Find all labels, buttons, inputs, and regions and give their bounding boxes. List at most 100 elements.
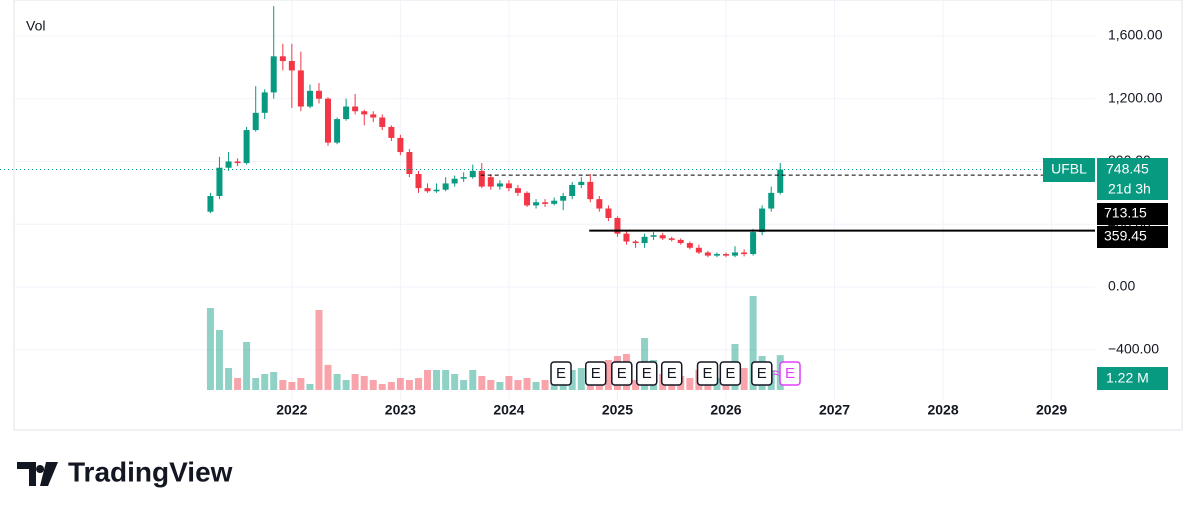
- candle-body: [632, 241, 639, 244]
- candle-body: [777, 169, 784, 193]
- volume-bar: [315, 310, 323, 390]
- volume-bar: [514, 380, 522, 390]
- volume-bar: [405, 380, 413, 390]
- candle-body: [750, 232, 757, 255]
- candle-body: [243, 130, 250, 164]
- candle-body: [533, 202, 540, 206]
- x-tick-label: 2029: [1036, 402, 1067, 418]
- brand-name: TradingView: [68, 456, 233, 487]
- volume-bar: [749, 296, 757, 390]
- volume-bar: [396, 378, 404, 390]
- volume-bar: [424, 370, 432, 390]
- event-label: E: [617, 365, 627, 382]
- volume-bar: [261, 374, 269, 390]
- candle-body: [306, 90, 313, 107]
- event-marker: [751, 361, 773, 386]
- candle-body: [352, 106, 359, 112]
- candle-body: [361, 111, 368, 115]
- candle-body: [722, 254, 729, 256]
- symbol-label: UFBL: [1051, 161, 1087, 177]
- y-tick-label: 1,200.00: [1108, 89, 1163, 105]
- volume-bar: [306, 384, 314, 390]
- y-tick-label: 0.00: [1108, 278, 1135, 294]
- event-label: E: [556, 365, 566, 382]
- volume-bar: [297, 378, 305, 390]
- price-badge: [1097, 226, 1168, 248]
- candle-body: [270, 56, 277, 93]
- volume-bar: [442, 370, 450, 390]
- candle-body: [343, 106, 350, 120]
- volume-bar: [550, 382, 558, 390]
- event-marker: [660, 361, 683, 386]
- candle-body: [677, 239, 684, 244]
- x-tick-label: 2023: [385, 402, 416, 418]
- candle-body: [216, 167, 223, 196]
- volume-bar: [360, 376, 368, 390]
- candle-body: [406, 152, 413, 175]
- volume-bar: [433, 370, 441, 390]
- candle-body: [768, 192, 775, 209]
- volume-bar: [415, 378, 423, 390]
- volume-bar: [478, 376, 486, 390]
- x-tick-label: 2027: [819, 402, 850, 418]
- candle-body: [542, 202, 549, 204]
- candle-body: [324, 98, 331, 143]
- symbol-badge: [1043, 158, 1095, 182]
- candle-body: [578, 181, 585, 186]
- volume-bar: [270, 372, 278, 390]
- x-tick-label: 2026: [710, 402, 741, 418]
- event-label: E: [667, 365, 677, 382]
- volume-bar: [387, 382, 395, 390]
- candle-body: [686, 243, 693, 248]
- candle-body: [397, 137, 404, 153]
- candle-body: [505, 183, 512, 189]
- event-label: ≈: [773, 365, 781, 382]
- volume-bar: [324, 364, 332, 390]
- candle-body: [478, 170, 485, 187]
- volume-bar: [206, 308, 214, 390]
- countdown-label: 21d 3h: [1108, 181, 1151, 197]
- event-label: E: [642, 365, 652, 382]
- candle-body: [388, 126, 395, 138]
- event-label: E: [785, 365, 795, 382]
- candle-body: [297, 70, 304, 107]
- candle-body: [569, 185, 576, 196]
- candle-body: [207, 195, 214, 212]
- candle-body: [279, 56, 286, 62]
- volume-bar: [604, 360, 612, 390]
- candle-body: [659, 235, 666, 239]
- event-label: E: [591, 365, 601, 382]
- candle-body: [460, 177, 467, 179]
- grid: [14, 0, 1095, 400]
- candle-body: [704, 252, 711, 256]
- candle-body: [424, 188, 431, 192]
- event-marker: [550, 361, 572, 386]
- last-price-badge: [1097, 158, 1168, 200]
- candle-body: [623, 233, 630, 242]
- candle-body: [605, 208, 612, 218]
- volume-bar: [496, 382, 504, 390]
- candle-body: [433, 189, 440, 192]
- candle-body: [524, 192, 531, 206]
- volume-bar: [460, 380, 468, 390]
- candle-body: [225, 161, 232, 168]
- volume-bar: [451, 374, 459, 390]
- volume-bar: [243, 342, 251, 390]
- candle-body: [587, 181, 594, 200]
- candle-body: [641, 236, 648, 244]
- volume-bar: [215, 330, 223, 390]
- volume-bar: [342, 380, 350, 390]
- candle-body: [614, 217, 621, 234]
- y-tick-label: 1,600.00: [1108, 27, 1163, 43]
- event-marker: [584, 361, 607, 386]
- volume-bar: [225, 368, 233, 390]
- candle-body: [551, 200, 558, 204]
- price-badge: [1097, 203, 1168, 225]
- volume-bar: [505, 376, 513, 390]
- candle-body: [650, 235, 657, 237]
- event-marker: [636, 361, 658, 386]
- volume-bar: [378, 384, 386, 390]
- candle-body: [315, 90, 322, 99]
- candle-body: [496, 183, 503, 187]
- event-label: E: [725, 365, 735, 382]
